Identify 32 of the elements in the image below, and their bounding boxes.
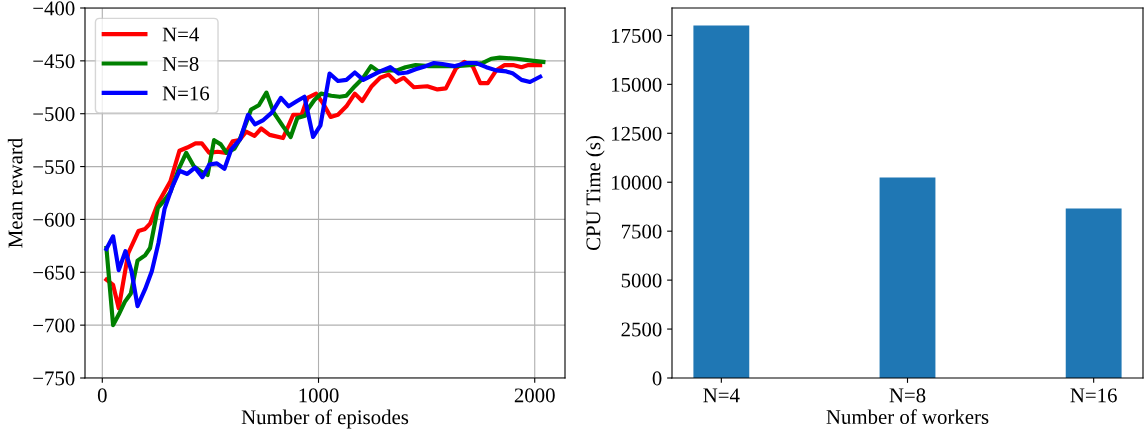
y-tick-label: −750 <box>33 371 75 386</box>
x-tick-label: 0 <box>97 388 107 403</box>
y-tick-label: −550 <box>33 159 75 174</box>
y-tick-label: 7500 <box>621 224 662 239</box>
bar <box>693 25 750 378</box>
x-axis-title: Number of episodes <box>241 409 409 429</box>
y-tick-label: −650 <box>33 265 75 280</box>
legend-label: N=16 <box>162 86 210 101</box>
y-axis-title: CPU Time (s) <box>585 136 605 251</box>
legend-label: N=4 <box>162 27 199 42</box>
bar <box>879 177 936 378</box>
y-axis-title: Mean reward <box>7 138 23 248</box>
bar <box>1065 208 1122 378</box>
y-tick-label: 10000 <box>612 175 662 190</box>
y-tick-label: 15000 <box>612 77 662 92</box>
y-tick-label: 0 <box>652 371 662 386</box>
y-tick-label: 2500 <box>621 322 662 337</box>
y-tick-label: 5000 <box>621 273 662 288</box>
y-tick-label: 17500 <box>612 28 662 43</box>
x-axis-title: Number of workers <box>826 409 989 425</box>
y-tick-label: −700 <box>33 318 75 333</box>
y-tick-label: −400 <box>33 1 75 16</box>
x-tick-label: N=8 <box>889 388 926 403</box>
y-tick-label: −450 <box>33 54 75 69</box>
x-tick-label: N=4 <box>703 388 740 403</box>
x-tick-label: 1000 <box>299 388 339 403</box>
legend-label: N=8 <box>162 56 199 71</box>
x-tick-label: N=16 <box>1070 388 1117 403</box>
x-tick-label: 2000 <box>514 388 555 403</box>
y-tick-label: −600 <box>33 212 75 227</box>
y-tick-label: 12500 <box>612 126 662 141</box>
y-tick-label: −500 <box>33 107 75 122</box>
